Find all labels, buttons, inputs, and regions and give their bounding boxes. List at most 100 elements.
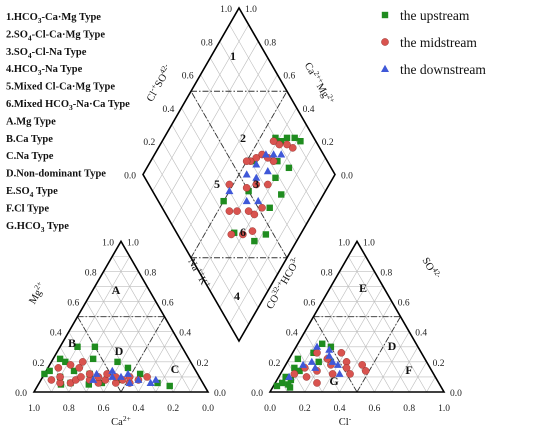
anion-left-tick: 0.6 (303, 299, 315, 309)
anion-right-tick: 1.0 (363, 238, 375, 248)
type-list-item: G.HCO3 Type (6, 221, 69, 234)
anion-point (328, 357, 337, 365)
diamond-point (239, 230, 247, 239)
diamond-point (283, 140, 291, 149)
diamond-point (283, 134, 291, 142)
cation-left-tick: 0.0 (15, 389, 27, 399)
diamond-point (262, 231, 270, 238)
anion-right-tick: 0.0 (450, 389, 462, 399)
diamond-point (272, 174, 279, 182)
diamond-region-5: 5 (214, 177, 220, 191)
type-list-item: 5.Mixed Cl-Ca·Mg Type (6, 82, 115, 93)
cation-point (154, 379, 161, 387)
cation-point (91, 343, 99, 350)
cation-point (41, 370, 48, 378)
anion-point (273, 382, 281, 390)
anion-point (294, 355, 302, 363)
legend-label: the downstream (400, 62, 486, 77)
diamond-point (248, 227, 257, 235)
anion-point (335, 369, 344, 377)
anion-bottom-title: Cl- (339, 414, 352, 428)
type-list-item: C.Na Type (6, 151, 54, 162)
anion-point (327, 343, 335, 350)
diamond-right-tick: 1.0 (245, 5, 257, 15)
diamond-right-title: Ca2++Mg2+ (302, 59, 337, 106)
anion-point (287, 376, 295, 384)
cation-right-tick: 0.4 (179, 329, 191, 339)
diamond-region-6: 6 (240, 225, 246, 239)
diamond-left-tick: 0.6 (182, 72, 194, 82)
cation-point (85, 370, 94, 378)
anion-right-tick: 0.2 (433, 359, 445, 369)
type-list-item: A.Mg Type (6, 116, 56, 127)
diagram-frames (32, 6, 446, 393)
diamond-region-2: 2 (240, 131, 246, 145)
cation-bottom-tick: 0.8 (63, 404, 75, 414)
anion-point (337, 349, 346, 357)
anion-point (313, 349, 321, 357)
diamond-point (242, 157, 251, 165)
anion-point (291, 364, 298, 372)
diamond-region-4: 4 (234, 289, 240, 303)
legend: the upstream the midstream the downstream (381, 8, 486, 77)
type-list-item: 1.HCO3-Ca·Mg Type (6, 12, 101, 25)
cation-region-C: C (171, 362, 180, 376)
legend-marker-triangle (381, 64, 389, 72)
cation-point (75, 364, 84, 372)
cation-point (47, 376, 56, 384)
anion-point (333, 360, 342, 368)
anion-point (342, 364, 351, 372)
diamond-point (244, 207, 253, 215)
diamond-point (250, 210, 259, 219)
diamond-point (288, 144, 297, 152)
diamond-point (225, 186, 234, 195)
cation-right-tick: 0.6 (162, 299, 174, 309)
cation-triangle (32, 239, 210, 393)
sample-points (41, 134, 370, 391)
diamond-point (252, 160, 261, 168)
diamond-point (252, 180, 261, 189)
cation-point (78, 358, 87, 366)
anion-point (361, 367, 370, 375)
cation-point (89, 355, 97, 363)
cation-region-D: D (115, 344, 124, 358)
diamond-point (227, 230, 236, 239)
cation-bottom-tick: 1.0 (28, 404, 40, 414)
diamond-point (272, 134, 279, 142)
diamond-right-tick: 0.6 (283, 72, 295, 82)
cation-point (54, 364, 63, 372)
cation-left-tick: 0.2 (33, 359, 45, 369)
anion-left-title: CO32-+HCO3- (262, 254, 303, 311)
cation-point (62, 358, 69, 366)
diamond-point (258, 203, 266, 212)
cation-region-A: A (112, 283, 121, 297)
anion-bottom-tick: 0.0 (264, 404, 276, 414)
type-list-item: 6.Mixed HCO3-Na·Ca Type (6, 99, 130, 112)
anion-triangle (268, 239, 446, 393)
anion-point (282, 373, 289, 381)
cation-bottom-tick: 0.4 (132, 404, 144, 414)
diamond-point (242, 170, 251, 178)
anion-left-tick: 1.0 (338, 238, 350, 248)
diamond-point (252, 173, 261, 181)
cation-left-tick: 0.8 (85, 268, 97, 278)
cation-point (146, 378, 155, 386)
anion-bottom-tick: 1.0 (438, 404, 450, 414)
cation-bottom-title: Ca2+ (111, 414, 131, 428)
anion-point (286, 384, 294, 391)
cation-right-tick: 0.2 (197, 359, 209, 369)
diamond-point (269, 137, 278, 145)
diamond-point (242, 184, 251, 192)
diamond-point (254, 196, 263, 205)
cation-point (134, 375, 143, 383)
anion-left-tick: 0.0 (251, 389, 263, 399)
cation-point (85, 381, 93, 388)
anion-region-G: G (329, 374, 338, 388)
cation-point (124, 364, 132, 372)
cation-bottom-tick: 0.2 (167, 404, 179, 414)
anion-point (296, 367, 303, 375)
cation-right-tick: 1.0 (127, 238, 139, 248)
diamond-point (274, 157, 281, 165)
cation-point (143, 373, 151, 381)
legend-label: the upstream (400, 8, 470, 23)
